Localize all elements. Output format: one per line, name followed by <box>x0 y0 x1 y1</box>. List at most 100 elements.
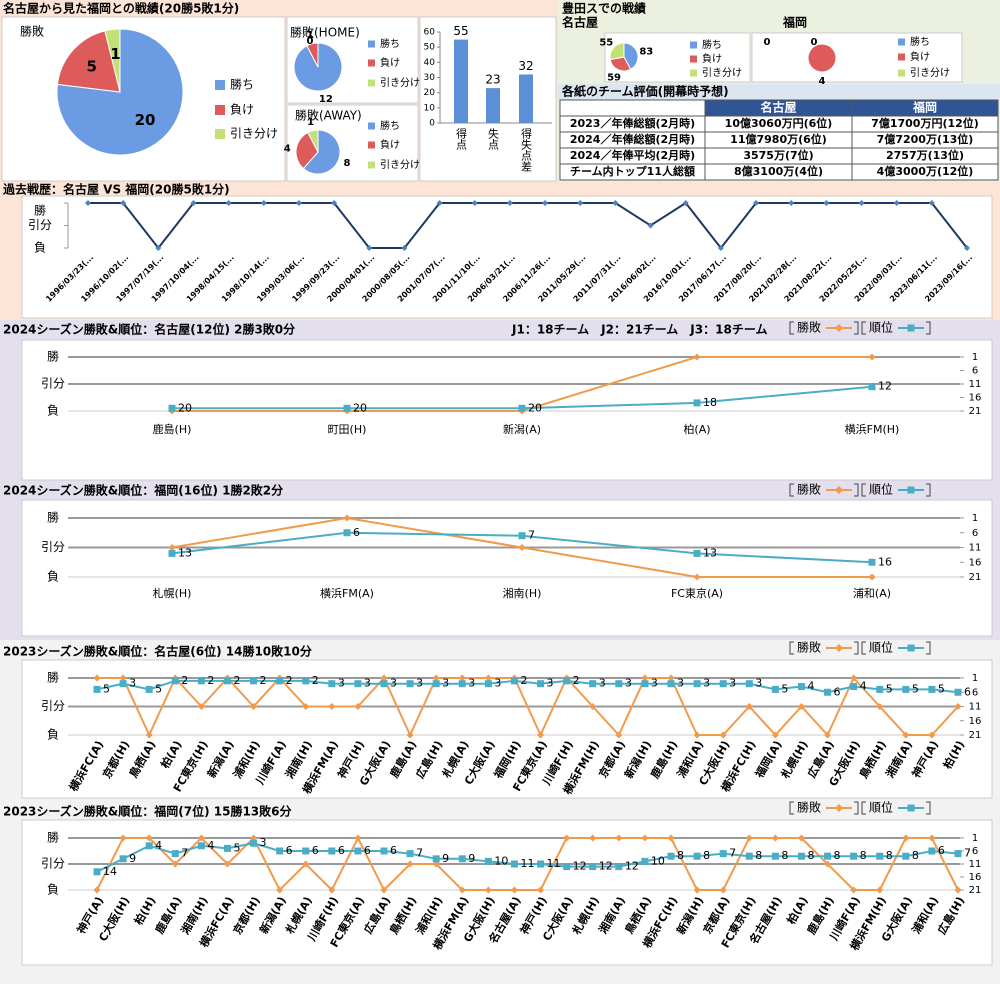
table-cell-text: 8億3100万(4位) <box>734 164 823 178</box>
marker <box>745 852 753 860</box>
legend-marker <box>907 324 915 332</box>
marker <box>693 399 701 407</box>
marker <box>928 200 935 206</box>
table-cell-text: 4億3000万(12位) <box>877 164 974 178</box>
marker <box>197 834 205 842</box>
marker <box>354 834 362 842</box>
y2-tick-label: 21 <box>969 572 982 583</box>
data-label: 20 <box>178 401 192 414</box>
legend-label: 勝ち <box>910 35 930 48</box>
data-label: 3 <box>651 677 658 690</box>
data-label: 11 <box>520 857 534 870</box>
data-label: 1 <box>307 117 314 128</box>
marker <box>868 558 876 566</box>
data-label: 7 <box>416 847 423 860</box>
marker <box>120 200 127 206</box>
marker <box>563 677 571 685</box>
y-tick-label: 引分 <box>28 218 52 232</box>
y2-tick-label: 16 <box>969 393 982 404</box>
marker <box>589 680 597 688</box>
marker <box>328 886 336 894</box>
marker <box>719 850 727 858</box>
data-label: 8 <box>886 849 893 862</box>
marker <box>155 245 162 251</box>
y2-tick-label: 11 <box>969 859 982 870</box>
data-label: 0 <box>764 37 771 48</box>
data-label: 2 <box>233 674 240 687</box>
data-label: 4 <box>860 680 867 693</box>
marker <box>850 683 858 691</box>
table-header: 名古屋 <box>760 100 796 115</box>
marker <box>693 549 701 557</box>
data-label: 6 <box>286 844 293 857</box>
table-title-bg <box>558 84 1000 100</box>
marker <box>250 839 258 847</box>
data-label: 3 <box>755 677 762 690</box>
marker <box>876 703 884 710</box>
y-tick-label: 勝 <box>47 510 59 525</box>
marker <box>197 842 205 850</box>
y2-tick-label: 1 <box>972 513 978 524</box>
marker <box>577 200 584 206</box>
marker <box>868 573 876 581</box>
y-tick-label: 引分 <box>41 857 65 871</box>
marker <box>119 855 127 863</box>
marker <box>380 674 388 682</box>
marker <box>343 529 351 537</box>
x-tick-label: 横浜FM(A) <box>320 586 374 600</box>
legend-marker <box>215 129 225 139</box>
marker <box>250 677 258 685</box>
marker <box>954 688 962 696</box>
marker <box>85 200 91 206</box>
table-header: 福岡 <box>912 100 937 115</box>
legend-label: 負け <box>702 53 722 65</box>
table-cell-text: 7億7200万(13位) <box>877 132 974 146</box>
y-tick-label: 負 <box>47 570 59 584</box>
marker <box>197 677 205 685</box>
legend-label: 負け <box>230 103 254 117</box>
legend-bracket <box>926 321 931 335</box>
line <box>97 676 959 738</box>
legend-label: 勝ち <box>380 37 400 50</box>
marker <box>719 886 727 894</box>
chart-title: 過去戦歴：名古屋 VS 福岡(20勝5敗1分) <box>2 182 230 197</box>
legend-marker <box>907 486 915 494</box>
legend-label: 勝敗 <box>797 800 821 815</box>
data-label: 9 <box>129 852 136 865</box>
table-cell-text: 11億7980万(6位) <box>730 132 827 146</box>
table-cell-text: 10億3060万円(6位) <box>725 116 833 130</box>
data-label: 5 <box>233 841 240 854</box>
x-tick-label: 町田(H) <box>328 423 367 436</box>
pie-slice <box>609 42 625 61</box>
line <box>96 835 959 892</box>
data-label: 0 <box>307 36 314 47</box>
marker <box>145 685 153 693</box>
legend-label: 負け <box>910 51 930 63</box>
marker <box>693 731 701 739</box>
data-label: 32 <box>518 59 533 73</box>
data-label: 8 <box>344 158 351 169</box>
marker <box>171 850 179 858</box>
data-label: 9 <box>468 852 475 865</box>
marker <box>436 200 443 206</box>
data-label: 2 <box>312 674 319 687</box>
marker <box>928 834 936 842</box>
marker <box>954 850 962 858</box>
legend-marker <box>835 486 843 494</box>
y-tick-label: 勝 <box>47 830 59 845</box>
marker <box>432 680 440 688</box>
data-label: 3 <box>338 677 345 690</box>
marker <box>401 245 408 251</box>
data-label: 4 <box>807 680 814 693</box>
marker <box>171 677 179 685</box>
marker <box>302 860 310 868</box>
pie-slice <box>609 56 632 72</box>
marker <box>717 245 724 251</box>
marker <box>902 731 910 739</box>
data-label: 7 <box>181 847 188 860</box>
box <box>21 819 993 966</box>
marker <box>380 886 388 894</box>
legend-bracket <box>854 321 859 335</box>
marker <box>641 680 649 688</box>
marker <box>302 847 310 855</box>
